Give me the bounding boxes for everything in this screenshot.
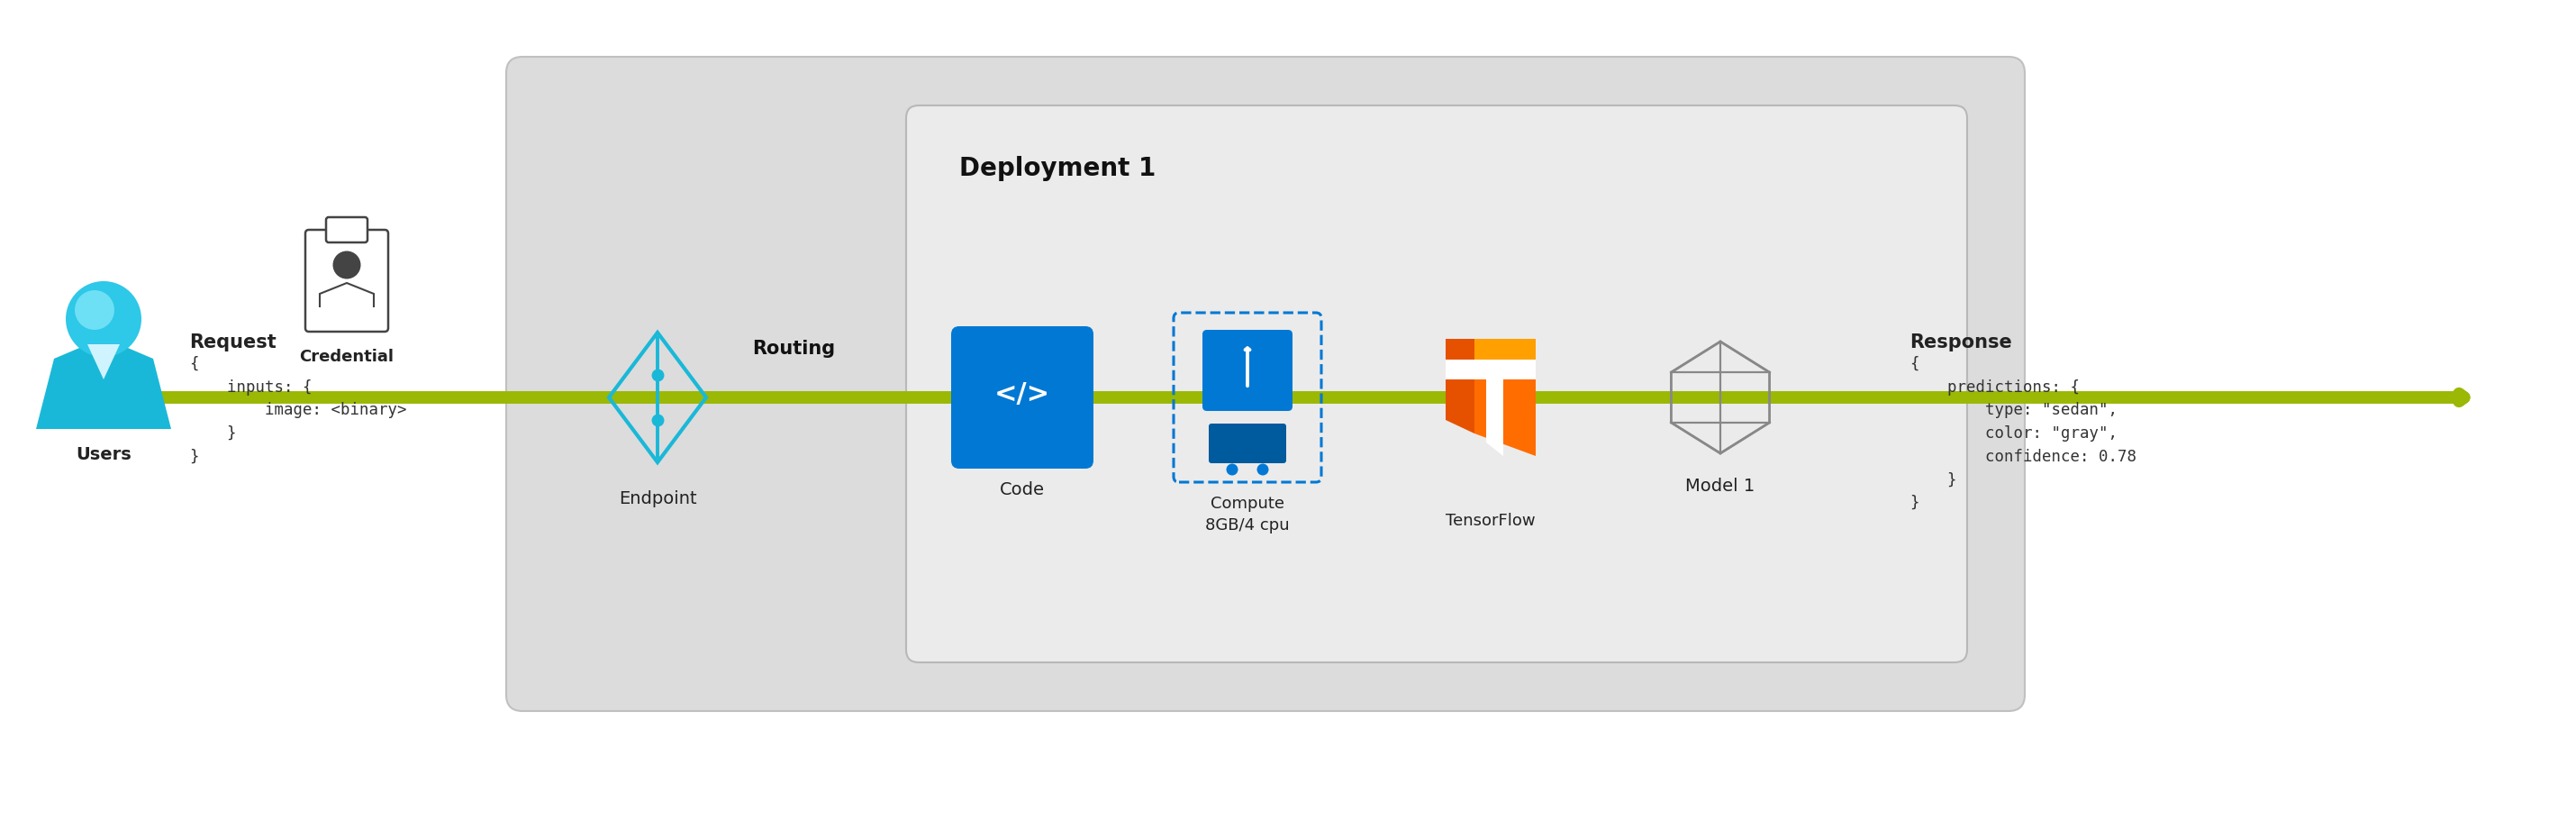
- FancyBboxPatch shape: [951, 327, 1092, 469]
- Polygon shape: [1445, 360, 1535, 380]
- Text: Deployment 1: Deployment 1: [958, 156, 1157, 181]
- Polygon shape: [1473, 380, 1535, 456]
- Polygon shape: [1473, 339, 1535, 380]
- FancyBboxPatch shape: [507, 57, 2025, 711]
- FancyBboxPatch shape: [307, 231, 389, 333]
- Circle shape: [67, 282, 142, 357]
- FancyBboxPatch shape: [907, 106, 1968, 663]
- Text: Model 1: Model 1: [1685, 477, 1754, 494]
- Circle shape: [1226, 464, 1239, 475]
- Text: Endpoint: Endpoint: [618, 489, 696, 507]
- Text: Code: Code: [999, 481, 1046, 498]
- Text: {
    predictions: {
        type: "sedan",
        color: "gray",
        confi: { predictions: { type: "sedan", color: "…: [1909, 355, 2136, 511]
- Text: Request: Request: [188, 333, 276, 351]
- Circle shape: [332, 251, 361, 279]
- Text: {
    inputs: {
        image: <binary>
    }
}: { inputs: { image: <binary> } }: [188, 355, 407, 465]
- Polygon shape: [1486, 380, 1504, 456]
- Circle shape: [75, 291, 113, 330]
- Text: Routing: Routing: [752, 339, 835, 357]
- Text: Credential: Credential: [299, 348, 394, 365]
- FancyBboxPatch shape: [1208, 424, 1285, 464]
- Text: </>: </>: [994, 381, 1051, 407]
- Text: Compute
8GB/4 cpu: Compute 8GB/4 cpu: [1206, 495, 1291, 533]
- Polygon shape: [36, 344, 170, 429]
- Text: TensorFlow: TensorFlow: [1445, 512, 1535, 529]
- Circle shape: [1257, 464, 1267, 475]
- Text: Users: Users: [75, 446, 131, 463]
- Text: Response: Response: [1909, 333, 2012, 351]
- Polygon shape: [88, 345, 121, 380]
- Polygon shape: [1445, 339, 1473, 434]
- FancyBboxPatch shape: [1203, 330, 1293, 411]
- FancyBboxPatch shape: [327, 218, 368, 243]
